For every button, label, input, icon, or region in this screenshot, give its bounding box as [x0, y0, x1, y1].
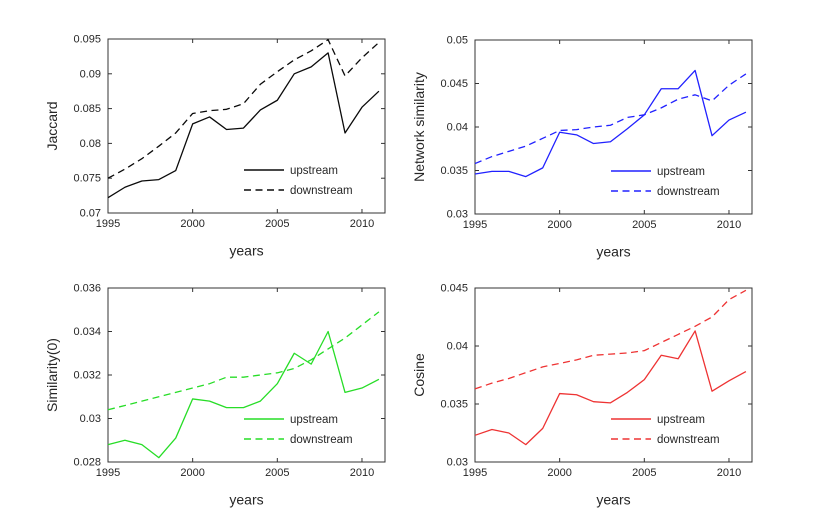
legend-label-downstream: downstream [657, 434, 720, 446]
series-upstream [107, 330, 380, 459]
x-tick-label: 2005 [265, 467, 289, 479]
x-tick-label: 2000 [547, 219, 571, 231]
y-tick-label: 0.032 [73, 370, 101, 382]
x-tick-label: 2005 [632, 467, 656, 479]
y-tick-label: 0.035 [440, 399, 468, 411]
y-tick-label: 0.036 [73, 283, 101, 295]
x-tick-label: 2010 [717, 219, 741, 231]
legend-label-downstream: downstream [657, 186, 720, 198]
y-tick-label: 0.05 [447, 35, 468, 47]
x-tick-label: 2005 [632, 219, 656, 231]
x-axis-label: years [229, 242, 263, 258]
legend-label-upstream: upstream [657, 414, 705, 426]
x-tick-label: 2005 [265, 218, 289, 230]
y-axis-label: Jaccard [44, 101, 60, 150]
legend-label-downstream: downstream [290, 434, 353, 446]
y-tick-label: 0.07 [80, 208, 101, 220]
series-upstream [474, 69, 747, 178]
x-tick-label: 1995 [463, 219, 487, 231]
y-tick-label: 0.034 [73, 326, 101, 338]
legend-label-upstream: upstream [657, 166, 705, 178]
x-tick-label: 1995 [96, 467, 120, 479]
series-downstream [107, 39, 380, 179]
y-tick-label: 0.095 [73, 34, 101, 46]
x-tick-label: 2010 [717, 467, 741, 479]
y-tick-label: 0.045 [440, 283, 468, 295]
x-tick-label: 2000 [547, 467, 571, 479]
y-tick-label: 0.035 [440, 165, 468, 177]
series-upstream [474, 330, 747, 446]
y-tick-label: 0.028 [73, 457, 101, 469]
y-tick-label: 0.045 [440, 78, 468, 90]
legend-label-upstream: upstream [290, 165, 338, 177]
y-axis-label: Network similarity [411, 72, 427, 182]
y-tick-label: 0.09 [80, 68, 101, 80]
y-tick-label: 0.08 [80, 138, 101, 150]
series-downstream [474, 73, 747, 165]
x-axis-label: years [596, 243, 630, 259]
plot-box [107, 38, 386, 214]
y-tick-label: 0.075 [73, 173, 101, 185]
x-tick-label: 2000 [180, 218, 204, 230]
y-tick-label: 0.03 [447, 457, 468, 469]
y-axis-label: Similarity(0) [44, 338, 60, 412]
y-tick-label: 0.04 [447, 122, 468, 134]
series-downstream [474, 289, 747, 390]
legend-label-downstream: downstream [290, 185, 353, 197]
panel-similarity0: 1995 2000 2005 2010 0.028 0.03 0.032 0.034 0.036… [44, 283, 386, 507]
legend-label-upstream: upstream [290, 414, 338, 426]
panel-cosine: 1995 2000 2005 2010 0.03 0.035 0.04 0.045 upstre… [411, 283, 753, 507]
x-tick-label: 2000 [180, 467, 204, 479]
x-axis-label: years [596, 491, 630, 507]
y-tick-label: 0.04 [447, 341, 468, 353]
series-upstream [107, 52, 380, 199]
plot-box [474, 287, 753, 463]
x-tick-label: 1995 [463, 467, 487, 479]
panel-network-similarity: 1995 2000 2005 2010 0.03 0.035 0.04 0.045 0.05 up… [411, 35, 753, 259]
x-tick-label: 1995 [96, 218, 120, 230]
y-axis-label: Cosine [411, 353, 427, 397]
x-axis-label: years [229, 491, 263, 507]
y-tick-label: 0.03 [80, 413, 101, 425]
panel-jaccard: 1995 2000 2005 2010 0.07 0.075 0.08 0.085 0.09 0.… [44, 34, 386, 258]
y-tick-label: 0.085 [73, 103, 101, 115]
y-tick-label: 0.03 [447, 209, 468, 221]
series-downstream [107, 311, 380, 411]
x-tick-label: 2010 [350, 218, 374, 230]
x-tick-label: 2010 [350, 467, 374, 479]
